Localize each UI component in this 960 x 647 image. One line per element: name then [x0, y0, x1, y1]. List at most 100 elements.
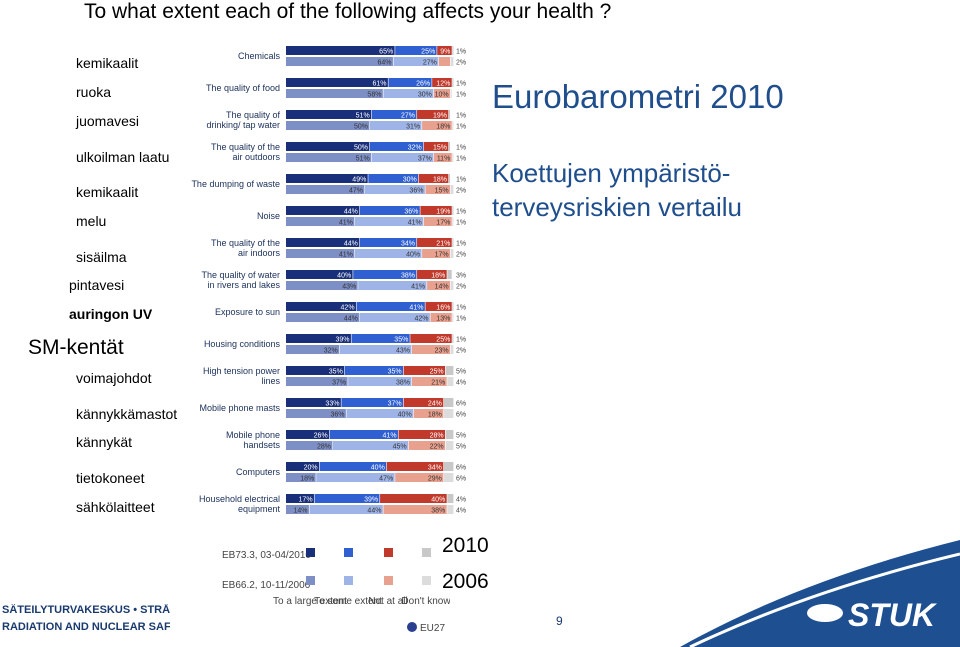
data-label: 26%: [416, 81, 430, 88]
data-label: 20%: [304, 465, 318, 472]
data-label: 64%: [378, 60, 392, 67]
bar-notatall-2006: [433, 153, 452, 162]
data-label: 17%: [436, 220, 450, 227]
data-label-dontknow: 1%: [456, 81, 466, 88]
data-label-dontknow: 2%: [456, 188, 466, 195]
page-number: 9: [556, 614, 563, 628]
fin-label: kännykät: [76, 434, 133, 450]
data-label: 26%: [314, 433, 328, 440]
footer-org-line1: SÄTEILYTURVAKESKUS • STRÅ: [2, 604, 170, 616]
bar-dontknow-2010: [448, 174, 451, 183]
bar-notatall-2010: [410, 334, 452, 343]
data-label-dontknow: 4%: [456, 380, 466, 387]
bar-some-2010: [353, 270, 417, 279]
bar-dontknow-2006: [450, 57, 454, 66]
data-label-dontknow: 1%: [456, 305, 466, 312]
category-label: Exposure to sun: [215, 307, 280, 317]
category-label: The quality of: [226, 110, 281, 120]
legend-swatch-large-2010: [306, 548, 315, 557]
data-label: 21%: [436, 241, 450, 248]
category-label: Computers: [236, 467, 281, 477]
fin-label: ruoka: [76, 84, 112, 100]
data-label: 21%: [431, 380, 445, 387]
bar-dontknow-2006: [450, 281, 454, 290]
bar-dontknow-2006: [450, 345, 454, 354]
legend-swatch-dontknow-2006: [422, 576, 431, 585]
year-2010-label: 2010: [442, 534, 489, 557]
legend-eu27: EU27: [420, 623, 445, 634]
bar-large-2010: [286, 238, 360, 247]
bar-dontknow-2006: [452, 217, 454, 226]
data-label: 44%: [367, 508, 381, 515]
bar-some-2010: [395, 46, 437, 55]
data-label: 14%: [435, 284, 449, 291]
bar-notatall-2006: [427, 281, 451, 290]
bar-large-2010: [286, 174, 368, 183]
bar-notatall-2006: [422, 249, 451, 258]
bar-notatall-2010: [420, 206, 452, 215]
bar-dontknow-2010: [445, 366, 454, 375]
bar-notatall-2006: [383, 505, 447, 514]
bar-large-2006: [286, 473, 316, 482]
fin-label: kemikaalit: [76, 55, 139, 71]
bar-dontknow-2010: [452, 238, 454, 247]
bar-dontknow-2006: [443, 473, 454, 482]
bar-some-2006: [393, 57, 439, 66]
category-label: Household electrical: [199, 494, 280, 504]
bar-large-2010: [286, 110, 372, 119]
bar-some-2010: [359, 238, 417, 247]
bar-notatall-2010: [425, 302, 452, 311]
category-label: Housing conditions: [204, 339, 281, 349]
fin-label: kännykkämastot: [76, 406, 178, 422]
bar-large-2010: [286, 366, 345, 375]
data-label-dontknow: 1%: [456, 177, 466, 184]
bar-some-2006: [309, 505, 383, 514]
bar-dontknow-2006: [447, 377, 454, 386]
bar-notatall-2006: [425, 185, 451, 194]
data-label: 30%: [418, 92, 432, 99]
fin-label: pintavesi: [69, 277, 125, 293]
data-label-dontknow: 1%: [456, 220, 466, 227]
data-label: 41%: [339, 252, 353, 259]
data-label: 40%: [337, 273, 351, 280]
data-label: 47%: [379, 476, 393, 483]
data-label: 36%: [330, 412, 344, 419]
data-label: 17%: [299, 497, 313, 504]
fin-label: kemikaalit: [76, 184, 139, 200]
bar-notatall-2010: [437, 46, 452, 55]
stuk-swoosh-line: [689, 552, 960, 647]
bar-dontknow-2006: [445, 441, 454, 450]
fin-label: sähkölaitteet: [76, 499, 155, 515]
bar-some-2010: [314, 494, 380, 503]
data-label: 35%: [394, 337, 408, 344]
data-label: 51%: [356, 156, 370, 163]
data-label: 25%: [421, 49, 435, 56]
data-label: 35%: [388, 369, 402, 376]
bar-some-2006: [348, 377, 412, 386]
data-label: 58%: [367, 92, 381, 99]
bar-dontknow-2006: [452, 313, 454, 322]
data-label-dontknow: 1%: [456, 156, 466, 163]
data-label: 28%: [317, 444, 331, 451]
data-label: 36%: [409, 188, 423, 195]
bar-large-2006: [286, 505, 309, 514]
bar-dontknow-2006: [447, 505, 454, 514]
bar-large-2010: [286, 270, 353, 279]
data-label: 37%: [418, 156, 432, 163]
bar-notatall-2010: [417, 270, 447, 279]
data-label: 32%: [408, 145, 422, 152]
data-label: 38%: [431, 508, 445, 515]
bar-large-2006: [286, 281, 358, 290]
bar-dontknow-2010: [452, 78, 454, 87]
bar-some-2006: [364, 185, 425, 194]
subtitle-line: Koettujen ympäristö-: [492, 158, 731, 188]
data-label: 25%: [430, 369, 444, 376]
data-label: 35%: [329, 369, 343, 376]
data-label: 50%: [354, 145, 368, 152]
bar-large-2006: [286, 153, 372, 162]
data-label-dontknow: 4%: [456, 497, 466, 504]
fin-label: sisäilma: [76, 249, 127, 265]
bar-some-2010: [370, 142, 424, 151]
bar-large-2010: [286, 78, 388, 87]
legend-swatch-dontknow-2010: [422, 548, 431, 557]
